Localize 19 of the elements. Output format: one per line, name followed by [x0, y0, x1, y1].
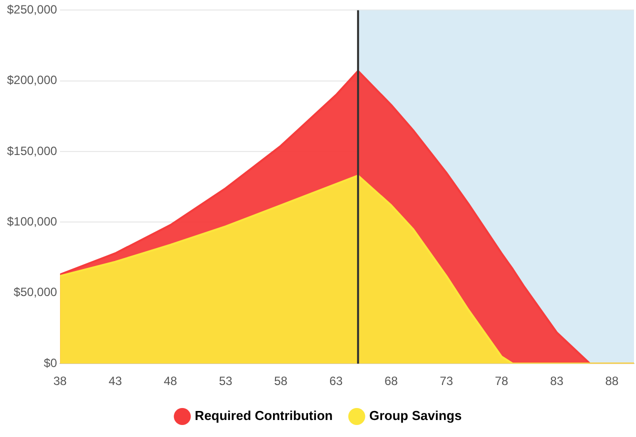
- x-tick-label: 58: [274, 374, 288, 388]
- legend-label: Group Savings: [369, 408, 462, 424]
- y-tick-label: $0: [44, 356, 58, 370]
- x-tick-label: 43: [108, 374, 122, 388]
- x-tick-label: 68: [384, 374, 398, 388]
- x-tick-label: 53: [218, 374, 233, 388]
- y-tick-label: $100,000: [6, 214, 58, 229]
- x-tick-label: 48: [164, 374, 178, 388]
- x-tick-label: 88: [605, 374, 619, 388]
- y-tick-label: $50,000: [14, 285, 58, 300]
- x-tick-label: 78: [494, 374, 509, 388]
- y-tick-label: $200,000: [6, 73, 58, 88]
- y-tick-label: $250,000: [6, 2, 58, 17]
- legend-label: Required Contribution: [194, 408, 333, 424]
- x-tick-label: 38: [53, 374, 68, 388]
- x-tick-label: 83: [550, 374, 564, 388]
- x-tick-label: 73: [440, 374, 454, 388]
- y-tick-label: $150,000: [6, 144, 58, 158]
- x-tick-label: 63: [329, 374, 343, 388]
